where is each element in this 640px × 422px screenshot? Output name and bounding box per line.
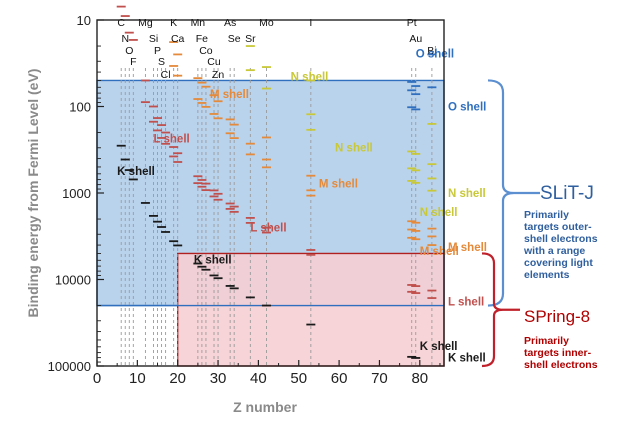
y-tick-label-100000: 100000 bbox=[48, 359, 91, 374]
element-label-pt: Pt bbox=[407, 17, 417, 29]
element-label-fe: Fe bbox=[196, 33, 208, 45]
slitj-desc-line-2: shell electrons bbox=[524, 233, 598, 245]
element-label-o: O bbox=[125, 45, 133, 57]
y-axis-label: Binding energy from Fermi Level (eV) bbox=[25, 69, 41, 318]
element-label-s: S bbox=[158, 56, 165, 68]
slitj-title: SLiT-J bbox=[540, 183, 594, 204]
shell-label-inside-6: M shell bbox=[319, 178, 358, 190]
slitj-desc-line-0: Primarily bbox=[524, 209, 569, 221]
x-tick-label-50: 50 bbox=[290, 370, 307, 387]
x-axis-label: Z number bbox=[233, 399, 297, 415]
y-tick-label-100: 100 bbox=[69, 100, 91, 115]
element-label-zn: Zn bbox=[212, 69, 224, 81]
element-label-mg: Mg bbox=[138, 17, 153, 29]
element-label-i: I bbox=[309, 17, 312, 29]
element-label-f: F bbox=[130, 56, 136, 68]
element-label-ca: Ca bbox=[171, 33, 185, 45]
x-tick-label-0: 0 bbox=[93, 370, 101, 387]
x-tick-label-20: 20 bbox=[169, 370, 186, 387]
shell-label-inside-4: N shell bbox=[335, 142, 373, 154]
slitj-desc-line-3: with a range bbox=[523, 245, 585, 257]
shell-label-inside-11: K shell bbox=[420, 341, 458, 353]
shell-label-outside-m: M shell bbox=[448, 242, 487, 254]
spring8-desc-line-2: shell electrons bbox=[524, 359, 598, 371]
spring8-desc-line-1: targets inner- bbox=[524, 347, 592, 359]
shell-label-inside-5: K shell bbox=[117, 166, 155, 178]
shell-label-inside-1: N shell bbox=[291, 71, 329, 83]
x-tick-label-10: 10 bbox=[129, 370, 146, 387]
y-tick-label-1000: 1000 bbox=[62, 186, 91, 201]
element-label-au: Au bbox=[409, 33, 422, 45]
element-label-si: Si bbox=[149, 33, 158, 45]
element-label-sr: Sr bbox=[245, 33, 256, 45]
shell-label-inside-3: L shell bbox=[153, 133, 189, 145]
shell-label-outside-o: O shell bbox=[448, 102, 486, 114]
shell-labels-inside: O shell N shell M shell L shell N shell K she… bbox=[117, 48, 459, 353]
x-tick-label-80: 80 bbox=[411, 370, 428, 387]
x-tick-label-40: 40 bbox=[250, 370, 267, 387]
element-label-c: C bbox=[117, 17, 125, 29]
slitj-desc-line-1: targets outer- bbox=[524, 221, 592, 233]
x-tick-label-60: 60 bbox=[331, 370, 348, 387]
shell-label-outside-k: K shell bbox=[448, 353, 486, 365]
slitj-desc-line-5: elements bbox=[524, 269, 570, 281]
shell-label-inside-7: N shell bbox=[420, 207, 458, 219]
element-label-se: Se bbox=[228, 33, 241, 45]
element-label-k: K bbox=[170, 17, 177, 29]
shell-label-inside-2: M shell bbox=[210, 89, 249, 101]
spring8-bracket bbox=[481, 252, 504, 368]
shell-label-outside-l: L shell bbox=[448, 297, 484, 309]
element-labels: C Mg K Mn As Mo I Pt N Si Ca Fe Se Sr Au O P Co Bi F S Cu Cl Zn bbox=[117, 17, 436, 81]
element-label-co: Co bbox=[199, 45, 213, 57]
shell-label-inside-10: M shell bbox=[420, 246, 459, 258]
y-tick-label-10: 10 bbox=[77, 13, 91, 28]
y-tick-label-10000: 10000 bbox=[55, 273, 91, 288]
element-label-as: As bbox=[224, 17, 236, 29]
shell-label-inside-8: L shell bbox=[250, 223, 286, 235]
spring8-desc-line-0: Primarily bbox=[524, 335, 569, 347]
shell-label-outside-n: N shell bbox=[448, 188, 486, 200]
element-label-cl: Cl bbox=[161, 69, 171, 81]
slitj-desc-line-4: covering light bbox=[524, 257, 593, 269]
data-points-layer bbox=[116, 5, 437, 359]
element-label-mo: Mo bbox=[259, 17, 274, 29]
element-label-cu: Cu bbox=[207, 56, 221, 68]
shell-label-inside-9: K shell bbox=[194, 254, 232, 266]
element-label-mn: Mn bbox=[191, 17, 206, 29]
x-axis-ticks: 0 10 20 30 40 50 60 70 80 bbox=[93, 360, 441, 387]
x-tick-label-70: 70 bbox=[371, 370, 388, 387]
region-brackets bbox=[481, 79, 540, 368]
x-tick-label-30: 30 bbox=[210, 370, 227, 387]
element-label-p: P bbox=[154, 45, 161, 57]
y-axis-ticks: 10 100 1000 10000 100000 bbox=[48, 13, 104, 374]
shell-labels-outside: O shell N shell M shell L shell K shell bbox=[448, 102, 487, 365]
element-label-n: N bbox=[121, 33, 129, 45]
element-label-bi: Bi bbox=[427, 45, 436, 57]
slitj-bracket bbox=[487, 79, 515, 307]
spring8-title: SPring-8 bbox=[524, 307, 590, 326]
shell-label-inside-0: O shell bbox=[416, 48, 454, 60]
